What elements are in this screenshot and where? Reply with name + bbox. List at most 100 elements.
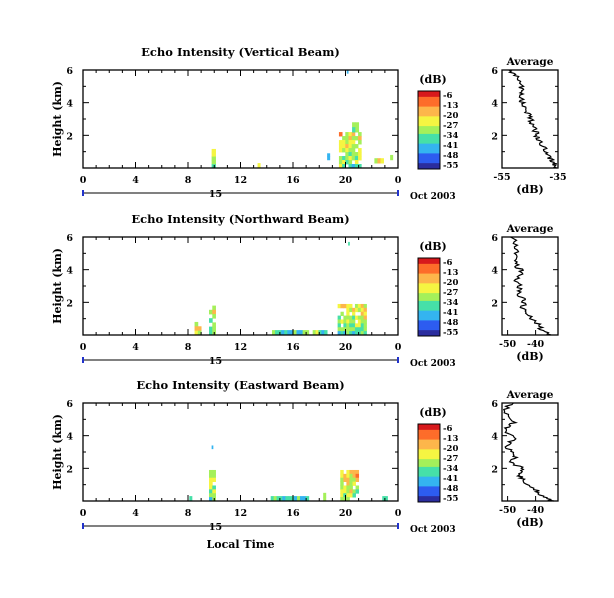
- x-tick-label: 16: [286, 175, 300, 186]
- echo-cell: [358, 152, 362, 157]
- colorbar-segment: [418, 116, 440, 119]
- x-tick-label: 0: [80, 508, 87, 519]
- echo-cell: [345, 160, 349, 165]
- echo-cell: [211, 445, 214, 450]
- echo-cell: [209, 318, 213, 323]
- colorbar-segment: [418, 297, 440, 300]
- echo-cell: [352, 319, 356, 324]
- colorbar-segment: [418, 306, 440, 310]
- echo-cell: [327, 156, 331, 161]
- colorbar-segment: [418, 263, 440, 267]
- avg-x-tick-label: -35: [549, 172, 566, 183]
- echo-cell: [212, 493, 216, 498]
- colorbar-segment: [418, 490, 440, 493]
- avg-y-tick-label: 4: [491, 266, 498, 277]
- echo-cell: [345, 140, 349, 145]
- echo-cell: [346, 70, 349, 74]
- colorbar-tick-label: -48: [443, 484, 458, 494]
- echo-cell: [294, 496, 298, 502]
- colorbar-segment: [418, 320, 440, 323]
- echo-cell: [349, 473, 353, 479]
- echo-cell: [348, 132, 353, 137]
- echo-cell: [272, 330, 276, 336]
- echo-cell: [340, 469, 344, 475]
- echo-cell: [374, 158, 378, 164]
- echo-cell: [343, 303, 347, 309]
- echo-cell: [352, 477, 356, 483]
- colorbar-segment: [418, 151, 440, 154]
- echo-cell: [299, 496, 304, 502]
- echo-cell: [305, 330, 310, 336]
- echo-cell: [348, 144, 353, 149]
- x-tick-label: 12: [234, 175, 247, 186]
- echo-cell: [358, 156, 362, 161]
- colorbar-segment: [418, 466, 440, 470]
- echo-region: [211, 445, 214, 450]
- echo-cell: [354, 323, 359, 328]
- colorbar-segment: [418, 289, 440, 292]
- echo-cell: [363, 303, 367, 309]
- echo-cell: [358, 140, 362, 145]
- colorbar-segment: [418, 300, 440, 304]
- colorbar-tick-label: -13: [443, 101, 458, 111]
- echo-cell: [357, 331, 362, 336]
- colorbar-segment: [418, 314, 440, 317]
- colorbar-segment: [418, 92, 440, 96]
- colorbar-tick-label: -20: [443, 278, 458, 288]
- echo-cell: [340, 327, 344, 332]
- colorbar-frame: [417, 257, 441, 337]
- echo-cell: [305, 496, 310, 502]
- echo-region: [209, 469, 216, 502]
- echo-cell: [363, 331, 367, 336]
- colorbar-frame: [417, 423, 441, 503]
- echo-cell: [354, 156, 359, 161]
- echo-region: [209, 305, 216, 336]
- echo-cell: [194, 326, 199, 332]
- echo-cell: [209, 469, 213, 475]
- avg-y-tick-label: 4: [491, 99, 498, 110]
- echo-cell: [209, 473, 213, 479]
- echo-cell: [327, 153, 331, 157]
- colorbar-tick-label: -34: [443, 298, 458, 308]
- colorbar-segment: [418, 496, 440, 499]
- echo-cell: [338, 144, 343, 149]
- avg-y-tick-label: 2: [491, 131, 498, 142]
- echo-region: [257, 163, 261, 169]
- echo-cell: [384, 496, 388, 502]
- echo-cell: [211, 160, 216, 165]
- colorbar-tick-label: -48: [443, 318, 458, 328]
- echo-cell: [348, 136, 353, 141]
- avg-x-tick-label: -50: [499, 339, 517, 350]
- colorbar-tick-label: -55: [443, 328, 458, 338]
- colorbar-tick-label: -27: [443, 121, 458, 131]
- x-tick-label: 0: [80, 175, 87, 186]
- echo-cell: [342, 164, 346, 169]
- colorbar-segment: [418, 463, 440, 466]
- echo-cell: [355, 477, 360, 483]
- colorbar-segment: [418, 267, 440, 271]
- echo-cell: [212, 322, 216, 327]
- echo-cell: [209, 309, 213, 315]
- colorbar-segment: [418, 258, 440, 261]
- y-tick-label: 2: [66, 298, 73, 309]
- colorbar-segment: [418, 334, 440, 337]
- panel-title: Echo Intensity (Vertical Beam): [141, 45, 340, 59]
- echo-cell: [293, 330, 297, 336]
- echo-cell: [340, 493, 344, 498]
- colorbar-segment: [418, 298, 440, 302]
- echo-cell: [282, 496, 286, 502]
- colorbar-segment: [418, 316, 440, 319]
- echo-cell: [279, 496, 283, 502]
- echo-cell: [337, 327, 341, 332]
- echo-cell: [351, 132, 356, 137]
- echo-cell: [342, 136, 346, 141]
- colorbar-tick-label: -27: [443, 288, 458, 298]
- echo-cell: [312, 330, 316, 336]
- panel-2: Echo Intensity (Northward Beam)0 4 8 12 16 20…: [51, 212, 559, 369]
- echo-cell: [345, 152, 349, 157]
- echo-cell: [340, 473, 344, 479]
- colorbar-segment: [418, 447, 440, 450]
- echo-cell: [354, 136, 359, 141]
- colorbar-segment: [418, 285, 440, 288]
- average-profile-line: [508, 69, 558, 169]
